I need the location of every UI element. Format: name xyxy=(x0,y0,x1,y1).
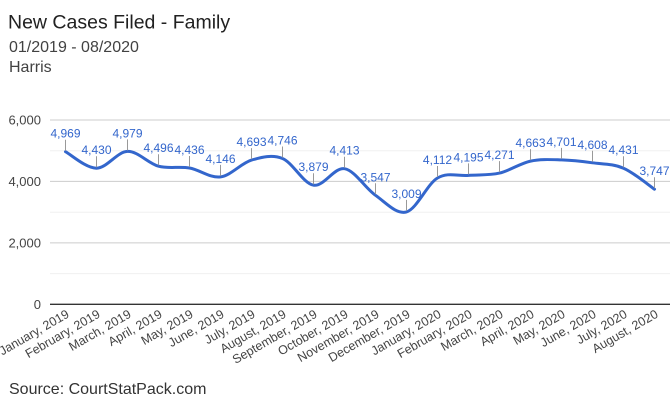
svg-text:Source: CourtStatPack.com: Source: CourtStatPack.com xyxy=(9,381,206,398)
svg-text:01/2019 - 08/2020: 01/2019 - 08/2020 xyxy=(9,39,139,56)
svg-text:4,608: 4,608 xyxy=(577,138,607,152)
svg-text:4,431: 4,431 xyxy=(608,143,638,157)
svg-text:3,879: 3,879 xyxy=(298,160,328,174)
svg-text:New Cases Filed - Family: New Cases Filed - Family xyxy=(8,12,230,34)
svg-text:4,430: 4,430 xyxy=(81,143,111,157)
svg-text:4,436: 4,436 xyxy=(174,143,204,157)
svg-text:4,496: 4,496 xyxy=(143,141,173,155)
svg-text:Harris: Harris xyxy=(9,59,52,76)
svg-text:4,701: 4,701 xyxy=(546,135,576,149)
svg-text:4,112: 4,112 xyxy=(423,153,452,167)
svg-text:4,979: 4,979 xyxy=(112,126,142,140)
svg-text:4,663: 4,663 xyxy=(515,136,545,150)
svg-text:3,747: 3,747 xyxy=(639,164,669,178)
svg-text:4,413: 4,413 xyxy=(329,144,359,158)
svg-text:4,000: 4,000 xyxy=(8,174,41,189)
svg-text:4,271: 4,271 xyxy=(484,148,514,162)
svg-text:0: 0 xyxy=(34,297,41,312)
svg-text:4,693: 4,693 xyxy=(236,135,266,149)
svg-text:4,969: 4,969 xyxy=(50,127,80,141)
svg-text:6,000: 6,000 xyxy=(8,113,41,128)
svg-text:4,746: 4,746 xyxy=(267,134,297,148)
svg-text:4,146: 4,146 xyxy=(205,152,235,166)
svg-text:2,000: 2,000 xyxy=(8,236,41,251)
svg-text:3,009: 3,009 xyxy=(391,187,421,201)
svg-text:3,547: 3,547 xyxy=(360,170,390,184)
svg-text:4,195: 4,195 xyxy=(453,150,483,164)
